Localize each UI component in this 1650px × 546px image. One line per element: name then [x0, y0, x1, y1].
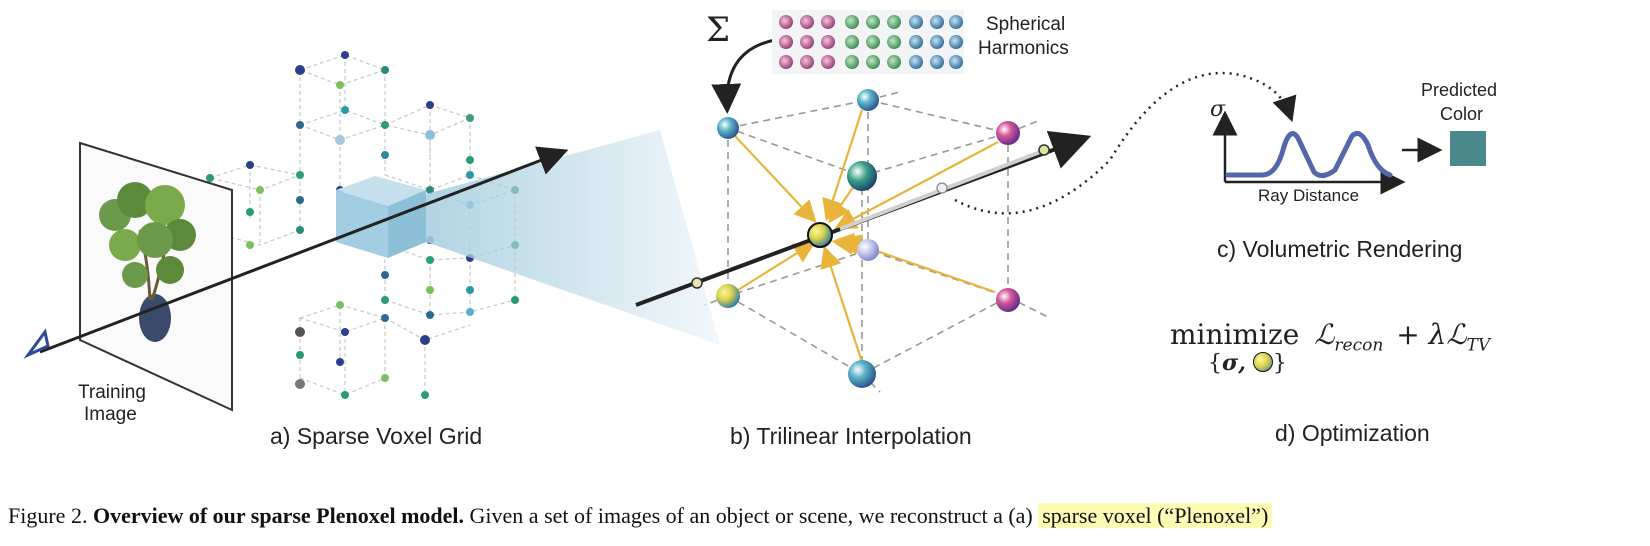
panel-c-caption: c) Volumetric Rendering [1217, 236, 1463, 262]
sparse-voxel-grid [205, 51, 720, 399]
sum-symbol: Σ [706, 10, 731, 50]
caption-text: Given a set of images of an object or sc… [469, 503, 1033, 528]
trilinear-interpolation [635, 10, 1297, 393]
spherical-harmonics-grid [772, 10, 964, 74]
figure-2-diagram [23, 10, 1486, 412]
predicted-color-swatch [1450, 131, 1486, 166]
plus-lambda: + λ [1396, 318, 1447, 351]
ray-distance-label: Ray Distance [1258, 186, 1360, 205]
highlighted-voxel [336, 176, 426, 258]
sh-label-1: Spherical [986, 14, 1066, 35]
predicted-color-label-1: Predicted [1421, 80, 1498, 100]
optimization-formula: minimize ℒrecon + λℒTV [1170, 318, 1490, 356]
camera-ray [23, 146, 569, 359]
zoom-beam [426, 130, 720, 345]
caption-prefix: Figure 2. [8, 503, 88, 528]
sh-sphere-icon [1252, 352, 1273, 372]
sigma-label: σ [1210, 97, 1226, 122]
panel-a-caption: a) Sparse Voxel Grid [270, 423, 483, 449]
figure-caption: Figure 2. Overview of our sparse Plenoxe… [8, 503, 1648, 529]
loss-tv: ℒTV [1446, 318, 1491, 356]
caption-bold: Overview of our sparse Plenoxel model. [92, 503, 465, 528]
plant-icon [99, 182, 196, 342]
training-image-label-1: Training [78, 382, 146, 403]
caption-highlight: sparse voxel (“Plenoxel”) [1038, 503, 1273, 528]
sh-label-2: Harmonics [978, 38, 1069, 59]
training-image-label-2: Image [84, 404, 137, 425]
panel-b-caption: b) Trilinear Interpolation [730, 423, 972, 449]
predicted-color-label-2: Color [1440, 104, 1484, 124]
loss-recon: ℒrecon [1314, 318, 1384, 356]
minimize-subscript: {σ, } [1208, 350, 1287, 376]
volumetric-rendering-plot [1212, 110, 1486, 195]
minimize-word: minimize [1170, 318, 1300, 351]
camera-icon [23, 328, 50, 359]
training-image-plane [79, 141, 233, 412]
panel-d-caption: d) Optimization [1275, 420, 1430, 446]
